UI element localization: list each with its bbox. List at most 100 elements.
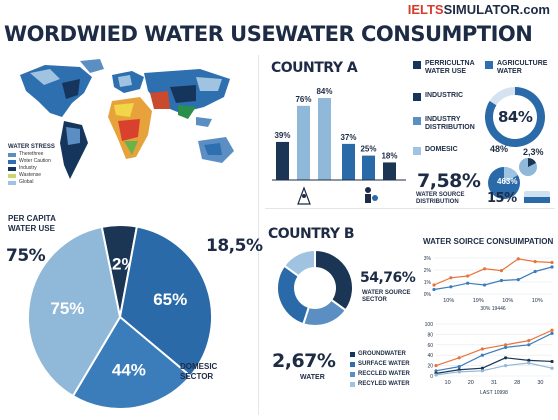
water-source-line-chart-top: 3% 2% 1% 0% 10% 19% 10% 10% 30% 19446 (424, 256, 554, 312)
donut-b-segment-0 (314, 248, 354, 312)
water-use-pie-chart: 12%65%44%75% (27, 224, 213, 410)
country-b-legend-item: SURFACE WATER (350, 360, 425, 368)
line-point (516, 278, 520, 282)
left-title: WORDWIED WATER USE (4, 22, 276, 46)
map-legend-label: Woter Caution (19, 158, 51, 164)
water-source-line-chart-bottom: 100 80 60 40 20 0 10 20 31 28 30 LAST 10998 (425, 322, 554, 396)
line-point (550, 328, 554, 332)
pie-slice-label-2: 44% (112, 361, 146, 380)
country-b-legend-item: RECYLED WATER (350, 380, 425, 388)
pie-label-domestic: DOMESIC SECTOR (180, 362, 218, 381)
bar-label-5: 18% (381, 151, 397, 160)
country-b-title: COUNTRY B (268, 226, 355, 242)
line-point (434, 364, 438, 368)
country-a-title: COUNTRY A (271, 60, 358, 76)
map-legend-swatch (8, 180, 16, 185)
bar-1 (297, 105, 310, 180)
bar-label-3: 37% (340, 133, 356, 142)
line-series-1 (433, 266, 553, 291)
line-point (516, 257, 520, 261)
mini-label-2: 2,3% (523, 147, 544, 157)
line-point (533, 260, 537, 264)
line-point (533, 269, 537, 274)
country-a-legend-swatch (413, 117, 421, 125)
country-a-legend-label: DOMESIC (425, 146, 458, 153)
farm-icon (297, 186, 311, 205)
line-point (466, 274, 470, 278)
line-point (504, 343, 508, 347)
brand-logo: IELTSSIMULATOR.com (407, 2, 550, 17)
map-legend-item: Wastense (8, 172, 55, 179)
country-b-donut (276, 248, 354, 327)
line-series-0 (435, 329, 553, 367)
country-a-legend-swatch (485, 61, 493, 69)
pie-outside-label-right: 18,5% (206, 236, 263, 256)
country-b-donut-value: 54,76% (360, 270, 416, 286)
line-point (504, 364, 508, 368)
country-a-legend-item: DOMESIC (413, 146, 481, 155)
line-point (527, 343, 531, 347)
donut-a-segment-1 (489, 87, 515, 106)
line-point (457, 365, 461, 369)
country-a-legend-item: INDUSTRY DISTRIBUTION (413, 116, 481, 132)
line-point (466, 281, 470, 285)
map-legend-label: Therethree (19, 151, 44, 157)
country-a-legend-swatch (413, 147, 421, 155)
line-point (550, 265, 554, 269)
country-a-legend-item: AGRICULTURE WATER (485, 60, 553, 76)
line-x-tick: 10 (445, 380, 451, 386)
country-b-stat-label: WATER (300, 374, 325, 381)
line-x-tick: 10% (443, 298, 454, 304)
line-point (480, 369, 484, 373)
line-y-tick: 100 (425, 322, 434, 328)
country-b-legend-swatch (350, 351, 355, 357)
line-point (434, 369, 438, 373)
line-series-3 (435, 362, 553, 376)
map-legend-label: Global (19, 179, 34, 185)
pie-slice-3 (27, 225, 122, 398)
line-x-label: LAST 10998 (480, 390, 508, 396)
donut-b-segment-3 (282, 248, 316, 278)
mini-label-4: 15% (487, 191, 517, 206)
line-y-tick: 0 (430, 374, 433, 380)
line-x-tick: 19% (473, 298, 484, 304)
line-point (504, 356, 508, 360)
line-series-0 (433, 258, 553, 286)
map-legend-swatch (8, 159, 16, 164)
person-icon (365, 187, 378, 203)
line-point (527, 339, 531, 343)
line-x-label: 30% 19446 (480, 306, 506, 312)
pie-label-per-capita: PER CAPITA WATER USE (8, 214, 56, 233)
country-a-legend-item: INDUSTRIC (413, 92, 481, 101)
line-point (480, 366, 484, 370)
pie-slice-2 (71, 315, 192, 410)
line-point (480, 347, 484, 351)
country-a-legend-label: INDUSTRIC (425, 92, 464, 99)
line-point (499, 278, 504, 283)
line-series-1 (435, 332, 553, 372)
mini-pie-cluster (488, 158, 550, 203)
map-legend-label: Industry (19, 165, 37, 171)
country-a-legend-label: AGRICULTURE WATER (497, 60, 548, 75)
bar-label-4: 25% (360, 145, 376, 154)
bar-label-1: 76% (295, 95, 311, 104)
line-point (550, 366, 554, 370)
pie-slice-1 (118, 225, 213, 378)
line-point (482, 267, 487, 271)
map-legend-label: Wastense (19, 172, 42, 178)
country-b-legend-swatch (350, 381, 355, 387)
line-point (482, 283, 487, 287)
line-y-tick: 20 (427, 364, 433, 370)
mini-label-3: 463% (497, 177, 518, 186)
map-legend-item: Industry (8, 165, 55, 172)
map-legend-swatch (8, 152, 16, 157)
line-point (527, 358, 531, 362)
country-a-donut (485, 87, 545, 147)
bar-5 (383, 162, 396, 180)
country-b-legend: GROUNDWATER SURFACE WATER RECCLED WATER REC… (350, 350, 425, 390)
line-y-tick: 0% (424, 292, 432, 298)
country-a-bar-chart: 39% 76% 84% 37% 25% 18% (272, 87, 406, 205)
right-title: WATER CONSUMPTION (275, 22, 533, 46)
country-b-legend-label: RECYLED WATER (358, 381, 410, 387)
country-a-legend-label: INDUSTRY DISTRIBUTION (425, 116, 475, 131)
